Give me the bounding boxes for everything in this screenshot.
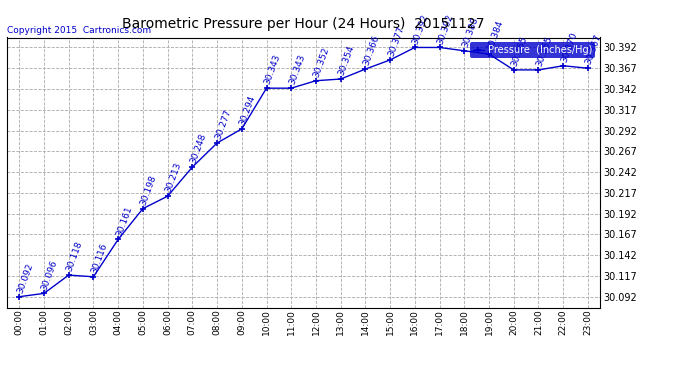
Text: 30.343: 30.343 bbox=[263, 53, 282, 86]
Text: 30.365: 30.365 bbox=[535, 35, 554, 68]
Text: 30.366: 30.366 bbox=[362, 34, 381, 67]
Text: 30.092: 30.092 bbox=[15, 262, 34, 295]
Text: 30.343: 30.343 bbox=[288, 53, 306, 86]
Text: 30.392: 30.392 bbox=[436, 13, 455, 45]
Text: 30.248: 30.248 bbox=[188, 132, 208, 165]
Text: 30.352: 30.352 bbox=[312, 46, 331, 79]
Text: 30.213: 30.213 bbox=[164, 161, 183, 194]
Text: 30.294: 30.294 bbox=[238, 94, 257, 127]
Text: 30.198: 30.198 bbox=[139, 174, 159, 207]
Text: 30.377: 30.377 bbox=[386, 25, 406, 58]
Text: 30.096: 30.096 bbox=[40, 258, 59, 291]
Text: 30.118: 30.118 bbox=[65, 240, 84, 273]
Text: 30.365: 30.365 bbox=[510, 35, 529, 68]
Text: 30.388: 30.388 bbox=[460, 16, 480, 49]
Legend: Pressure  (Inches/Hg): Pressure (Inches/Hg) bbox=[470, 42, 595, 58]
Text: 30.392: 30.392 bbox=[411, 13, 431, 45]
Text: 30.161: 30.161 bbox=[115, 204, 134, 237]
Text: Barometric Pressure per Hour (24 Hours)  20151127: Barometric Pressure per Hour (24 Hours) … bbox=[122, 17, 485, 31]
Text: 30.370: 30.370 bbox=[560, 31, 579, 64]
Text: 30.354: 30.354 bbox=[337, 44, 356, 77]
Text: 30.116: 30.116 bbox=[90, 242, 109, 274]
Text: 30.384: 30.384 bbox=[485, 20, 504, 52]
Text: 30.277: 30.277 bbox=[213, 108, 233, 141]
Text: Copyright 2015  Cartronics.com: Copyright 2015 Cartronics.com bbox=[7, 26, 151, 35]
Text: 30.367: 30.367 bbox=[584, 33, 604, 66]
